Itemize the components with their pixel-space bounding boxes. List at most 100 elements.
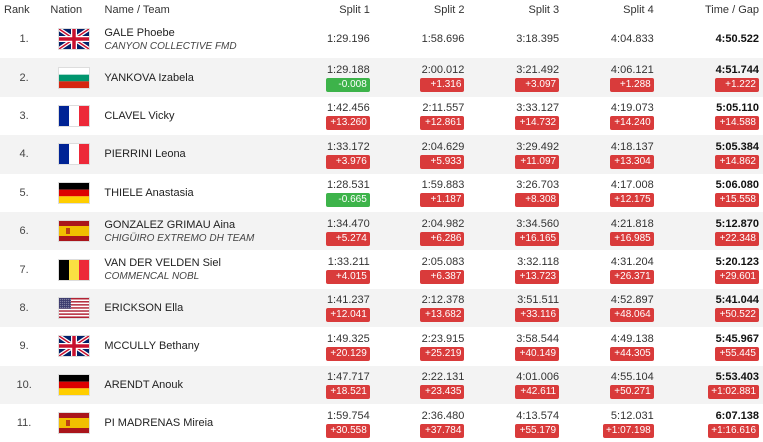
rider-name[interactable]: THIELE Anastasia xyxy=(104,186,194,199)
final-gap-badge: +1:02.881 xyxy=(708,385,759,400)
table-row: 1. GALE Phoebe CANYON COLLECTIVE FMD 1:2… xyxy=(0,20,763,58)
split-time: 4:01.006 xyxy=(516,371,560,384)
name-team-cell: GONZALEZ GRIMAU Aina CHIGÜIRO EXTREMO DH… xyxy=(100,219,282,244)
split-1-cell: 1:33.172 +3.976 xyxy=(282,140,372,169)
team-name: CANYON COLLECTIVE FMD xyxy=(104,40,237,52)
split-gap-badge: +40.149 xyxy=(515,346,560,361)
split-gap-badge: +20.129 xyxy=(325,346,370,361)
split-2-cell: 2:36.480 +37.784 xyxy=(372,409,467,438)
time-gap-cell: 4:50.522 xyxy=(656,32,763,46)
split-1-cell: 1:47.717 +18.521 xyxy=(282,370,372,400)
split-4-cell: 4:52.897 +48.064 xyxy=(561,293,656,323)
split-gap-badge: +13.682 xyxy=(420,308,465,323)
split-gap-badge: +4.015 xyxy=(325,270,370,285)
france-flag-icon xyxy=(59,105,90,126)
split-4-cell: 4:19.073 +14.240 xyxy=(561,101,656,131)
table-row: 6. GONZALEZ GRIMAU Aina CHIGÜIRO EXTREMO… xyxy=(0,211,763,251)
split-gap-badge: +55.179 xyxy=(515,423,560,438)
split-2-cell: 1:59.883 +1.187 xyxy=(372,178,467,208)
final-time: 5:41.044 xyxy=(715,294,759,307)
split-1-cell: 1:41.237 +12.041 xyxy=(282,293,372,323)
rider-name[interactable]: ARENDT Anouk xyxy=(104,378,184,391)
split-gap-badge: +5.274 xyxy=(325,231,370,246)
rider-name[interactable]: CLAVEL Vicky xyxy=(104,109,175,122)
split-gap-badge: +30.558 xyxy=(325,423,370,438)
split-1-cell: 1:49.325 +20.129 xyxy=(282,332,372,361)
split-time: 4:31.204 xyxy=(610,256,654,269)
header-rank: Rank xyxy=(4,4,30,16)
team-name: COMMENCAL NOBL xyxy=(104,271,200,283)
split-1-cell: 1:29.188 -0.008 xyxy=(282,63,372,93)
nation-cell xyxy=(48,221,100,242)
split-time: 3:58.544 xyxy=(516,332,560,345)
final-time: 4:50.522 xyxy=(715,33,759,46)
split-gap-badge: +1.187 xyxy=(420,193,465,208)
split-time: 4:06.121 xyxy=(610,64,654,77)
split-3-cell: 4:01.006 +42.611 xyxy=(466,370,561,400)
rank-cell: 5. xyxy=(19,186,29,199)
rank-cell: 3. xyxy=(19,109,29,122)
split-2-cell: 2:11.557 +12.861 xyxy=(372,101,467,131)
table-header: Rank Nation Name / Team Split 1 Split 2 … xyxy=(0,0,763,20)
split-time: 3:33.127 xyxy=(516,102,560,115)
split-4-cell: 4:55.104 +50.271 xyxy=(561,370,656,400)
name-team-cell: ERICKSON Ella xyxy=(100,302,282,314)
split-time: 1:33.172 xyxy=(326,140,370,153)
split-gap-badge: +5.933 xyxy=(420,154,465,169)
name-team-cell: ARENDT Anouk xyxy=(100,379,282,391)
table-row: 11. PI MADRENAS Mireia 1:59.754 +30.558 … xyxy=(0,404,763,442)
header-time-gap: Time / Gap xyxy=(704,4,759,16)
final-time: 6:07.138 xyxy=(715,409,759,422)
time-gap-cell: 5:12.870 +22.348 xyxy=(656,217,763,246)
table-row: 3. CLAVEL Vicky 1:42.456 +13.260 2:11.55… xyxy=(0,97,763,135)
time-gap-cell: 5:41.044 +50.522 xyxy=(656,293,763,323)
split-3-cell: 3:34.560 +16.165 xyxy=(466,217,561,246)
rider-name[interactable]: GALE Phoebe xyxy=(104,26,175,39)
rider-name[interactable]: PIERRINI Leona xyxy=(104,148,186,161)
split-time: 1:29.196 xyxy=(326,33,370,46)
split-time: 5:12.031 xyxy=(610,409,654,422)
final-gap-badge: +15.558 xyxy=(715,193,759,208)
split-time: 1:47.717 xyxy=(326,371,370,384)
rider-name[interactable]: GONZALEZ GRIMAU Aina xyxy=(104,218,236,231)
time-gap-cell: 5:06.080 +15.558 xyxy=(656,178,763,208)
split-time: 2:05.083 xyxy=(421,256,465,269)
final-gap-badge: +14.862 xyxy=(715,154,759,169)
header-nation: Nation xyxy=(50,4,83,16)
time-gap-cell: 5:05.384 +14.862 xyxy=(656,140,763,169)
split-time: 1:59.754 xyxy=(326,409,370,422)
split-2-cell: 2:12.378 +13.682 xyxy=(372,293,467,323)
usa-flag-icon xyxy=(59,297,90,318)
split-time: 3:51.511 xyxy=(517,294,560,307)
header-split-4: Split 4 xyxy=(623,4,654,16)
rider-name[interactable]: MCCULLY Bethany xyxy=(104,340,200,353)
split-3-cell: 3:32.118 +13.723 xyxy=(466,255,561,285)
split-time: 1:33.211 xyxy=(327,256,370,269)
split-1-cell: 1:42.456 +13.260 xyxy=(282,101,372,131)
rank-cell: 9. xyxy=(19,340,29,353)
split-gap-badge: +16.165 xyxy=(515,231,560,246)
rider-name[interactable]: YANKOVA Izabela xyxy=(104,71,194,84)
rider-name[interactable]: PI MADRENAS Mireia xyxy=(104,417,214,430)
split-gap-badge: +12.175 xyxy=(609,193,654,208)
rider-name[interactable]: ERICKSON Ella xyxy=(104,301,184,314)
time-gap-cell: 5:20.123 +29.601 xyxy=(656,255,763,285)
split-gap-badge: +26.371 xyxy=(609,270,654,285)
split-2-cell: 1:58.696 xyxy=(372,32,467,46)
split-time: 2:00.012 xyxy=(421,64,465,77)
split-gap-badge: +3.097 xyxy=(515,78,560,93)
time-gap-cell: 5:53.403 +1:02.881 xyxy=(656,370,763,400)
header-split-2: Split 2 xyxy=(433,4,465,16)
split-time: 2:11.557 xyxy=(422,102,465,115)
split-gap-badge: +8.308 xyxy=(515,193,560,208)
split-time: 4:19.073 xyxy=(610,102,654,115)
final-gap-badge: +50.522 xyxy=(715,308,759,323)
split-2-cell: 2:22.131 +23.435 xyxy=(372,370,467,400)
split-4-cell: 4:31.204 +26.371 xyxy=(561,255,656,285)
final-time: 4:51.744 xyxy=(715,64,759,77)
header-split-1: Split 1 xyxy=(339,4,370,16)
split-gap-badge: +1.288 xyxy=(609,78,654,93)
rider-name[interactable]: VAN DER VELDEN Siel xyxy=(104,257,221,270)
split-gap-badge: +14.240 xyxy=(609,116,654,131)
